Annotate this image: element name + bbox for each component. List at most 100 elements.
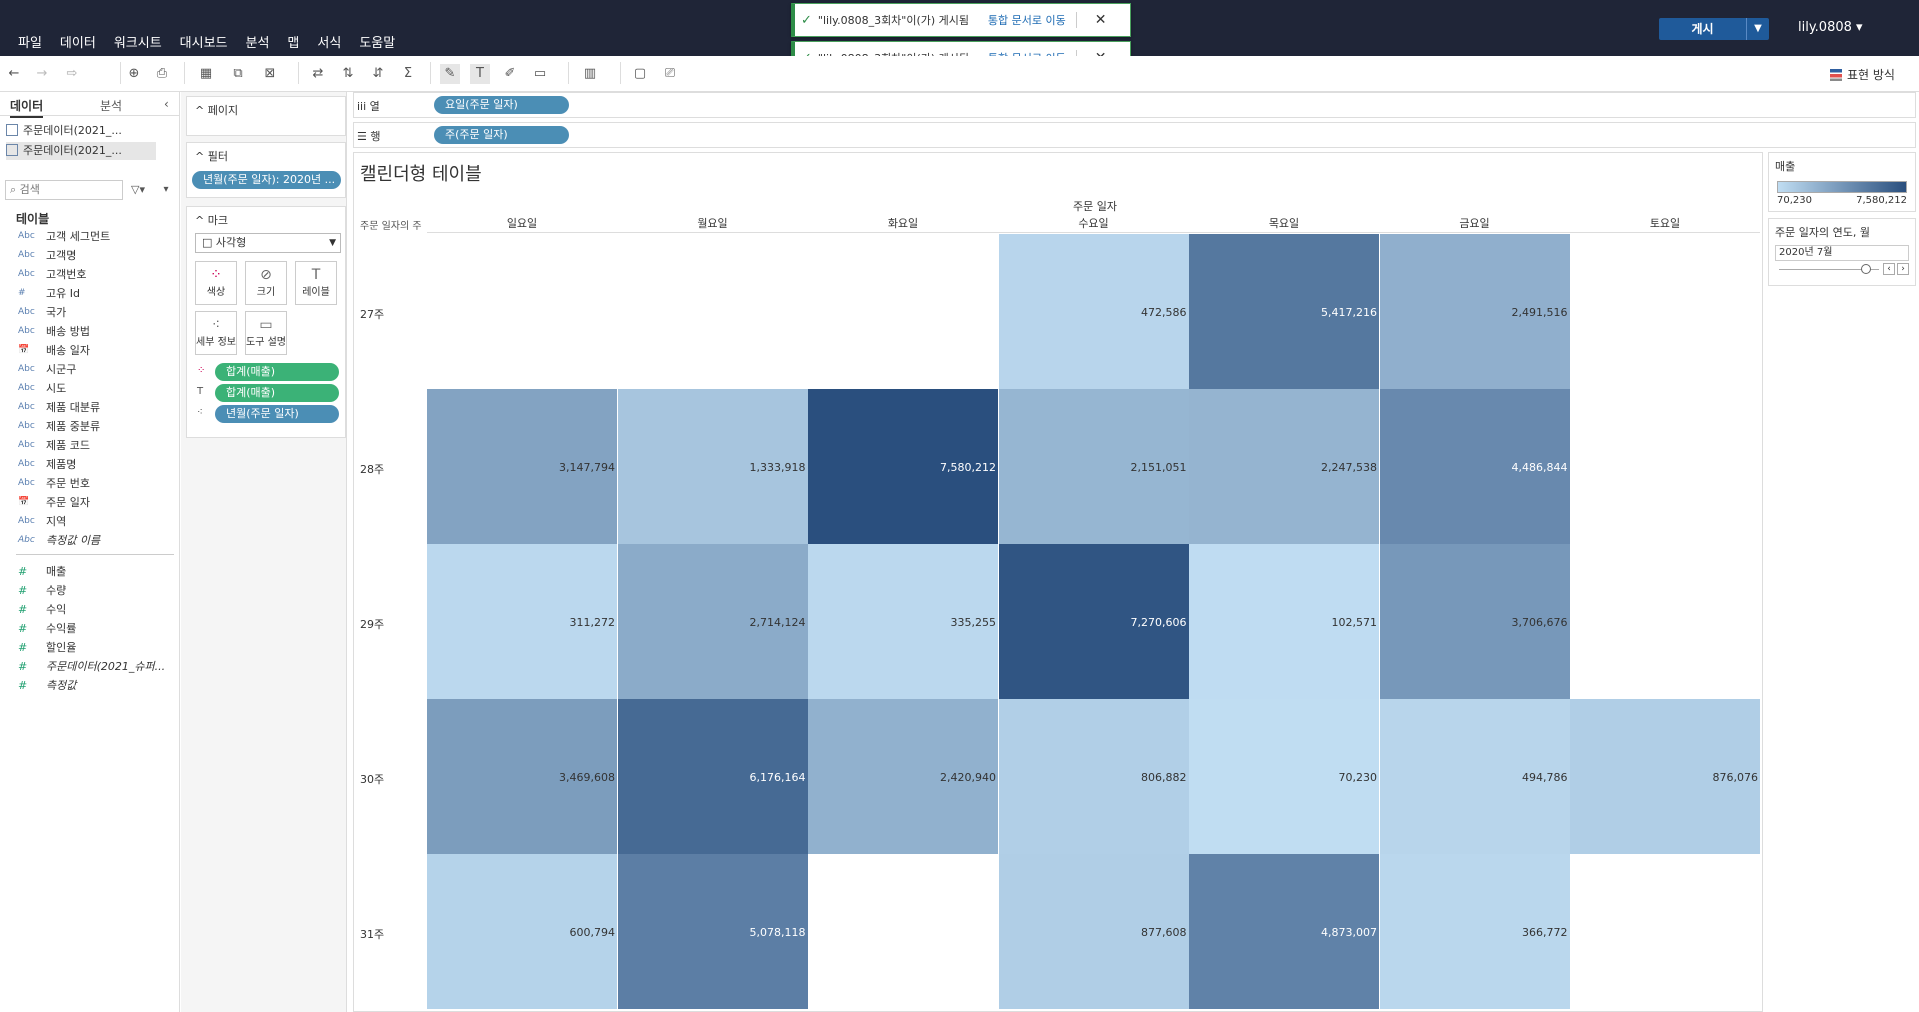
dimension-field[interactable]: Abc 제품 중분류 [18,417,100,435]
close-icon[interactable]: ✕ [1094,12,1107,28]
show-me-button[interactable]: 표현 방식 [1830,66,1895,83]
calendar-cell[interactable]: 2,714,124 [617,544,808,699]
go-to-workbook-link[interactable]: 통합 문서로 이동 [988,12,1077,28]
measure-field[interactable]: # 매출 [18,562,66,580]
tooltip-icon[interactable]: ▢ [633,66,647,81]
dimension-field[interactable]: Abc 시군구 [18,360,76,378]
new-datasource-icon[interactable]: ⊕ [128,66,140,81]
calendar-cell[interactable]: 2,151,051 [998,389,1189,544]
calendar-cell[interactable]: 600,794 [427,854,617,1009]
calendar-cell[interactable]: 3,706,676 [1379,544,1570,699]
columns-shelf[interactable] [353,92,1916,118]
detail-button[interactable]: ⁖ 세부 정보 [195,311,237,355]
calendar-cell[interactable]: 5,417,216 [1189,234,1379,389]
tooltip-button[interactable]: ▭ 도구 설명 [245,311,287,355]
dimension-field[interactable]: Abc 지역 [18,512,66,530]
calendar-cell[interactable]: 5,078,118 [617,854,808,1009]
dimension-field[interactable]: Abc 측정값 이름 [18,531,100,549]
slider-track[interactable] [1779,269,1879,270]
format-icon[interactable]: ✐ [504,66,516,81]
calendar-cell[interactable]: 6,176,164 [617,699,808,854]
undo-icon[interactable]: ← [8,66,20,81]
tab-data[interactable]: 데이터 [10,97,44,118]
prev-icon[interactable]: ‹ [1883,263,1895,275]
redo-icon[interactable]: → [36,66,48,81]
sort-desc-icon[interactable]: ⇵ [372,66,384,81]
rows-shelf[interactable] [353,122,1916,148]
menu-item[interactable]: 분석 [245,36,270,51]
filter-icon[interactable]: ▽▾ [131,183,145,196]
chart-icon[interactable]: ▥ [583,66,597,81]
calendar-cell[interactable]: 3,469,608 [427,699,617,854]
mark-pill-label[interactable]: 합계(매출) [215,384,339,402]
publish-dropdown-icon[interactable]: ▼ [1754,23,1762,34]
menu-item[interactable]: 서식 [317,36,342,51]
dimension-field[interactable]: Abc 시도 [18,379,66,397]
label-button[interactable]: T 레이블 [295,261,337,305]
filters-card[interactable]: ^ 필터 년월(주문 일자): 2020년 ... [186,142,346,198]
new-worksheet-icon[interactable]: ▦ [199,66,213,81]
calendar-cell[interactable]: 2,247,538 [1189,389,1379,544]
pause-update-icon[interactable]: ⎙ [156,66,168,81]
dimension-field[interactable]: Abc 고객명 [18,246,76,264]
dimension-field[interactable]: 📅 주문 일자 [18,493,90,511]
fit-icon[interactable]: ▭ [533,66,547,81]
calendar-cell[interactable]: 494,786 [1379,699,1570,854]
color-legend[interactable]: 매출 70,230 7,580,212 [1768,152,1916,212]
calendar-cell[interactable]: 4,486,844 [1379,389,1570,544]
measure-field[interactable]: # 수량 [18,581,66,599]
datasource-item[interactable]: 주문데이터(2021_... [6,142,156,160]
menu-dropdown-icon[interactable]: ▾ [163,184,169,195]
calendar-cell[interactable]: 102,571 [1189,544,1379,699]
mark-pill-detail[interactable]: 년월(주문 일자) [215,405,339,423]
calendar-cell[interactable]: 311,272 [427,544,617,699]
slider-value[interactable]: 2020년 7월 [1775,245,1909,261]
dimension-field[interactable]: Abc 제품명 [18,455,76,473]
slider-handle[interactable] [1861,264,1871,274]
dimension-field[interactable]: Abc 국가 [18,303,66,321]
user-menu[interactable]: lily.0808 ▾ [1798,20,1863,35]
collapse-pane-icon[interactable]: ‹ [164,97,169,111]
show-labels-icon[interactable]: T [470,64,490,84]
publish-button[interactable]: 게시 ▼ [1659,18,1769,40]
calendar-cell[interactable]: 335,255 [808,544,998,699]
measure-field[interactable]: # 수익률 [18,619,76,637]
filter-pill[interactable]: 년월(주문 일자): 2020년 ... [192,171,341,189]
replay-icon[interactable]: ⇨ [66,66,78,81]
calendar-cell[interactable]: 876,076 [1570,699,1760,854]
dimension-field[interactable]: Abc 배송 방법 [18,322,90,340]
dimension-field[interactable]: Abc 제품 대분류 [18,398,100,416]
columns-pill[interactable]: 요일(주문 일자) [434,96,569,114]
datasource-item[interactable]: 주문데이터(2021_... [6,122,156,140]
menu-item[interactable]: 대시보드 [179,36,228,51]
calendar-cell[interactable]: 1,333,918 [617,389,808,544]
next-icon[interactable]: › [1897,263,1909,275]
clear-sheet-icon[interactable]: ⊠ [264,66,276,81]
sort-asc-icon[interactable]: ⇅ [342,66,354,81]
menu-item[interactable]: 워크시트 [113,36,162,51]
measure-field[interactable]: # 수익 [18,600,66,618]
measure-field[interactable]: # 할인율 [18,638,76,656]
calendar-cell[interactable]: 877,608 [998,854,1189,1009]
publish-label[interactable]: 게시 [1659,18,1747,40]
presentation-icon[interactable]: ⎚ [664,66,676,81]
calendar-cell[interactable]: 7,270,606 [998,544,1189,699]
menu-item[interactable]: 도움말 [359,36,396,51]
menu-item[interactable]: 파일 [18,36,42,51]
duplicate-sheet-icon[interactable]: ⧉ [233,66,243,81]
calendar-cell[interactable]: 2,420,940 [808,699,998,854]
rows-pill[interactable]: 주(주문 일자) [434,126,569,144]
size-button[interactable]: ⊘ 크기 [245,261,287,305]
dimension-field[interactable]: # 고유 Id [18,284,80,302]
calendar-cell[interactable]: 806,882 [998,699,1189,854]
calendar-cell[interactable]: 472,586 [998,234,1189,389]
dimension-field[interactable]: Abc 고객번호 [18,265,86,283]
tab-analysis[interactable]: 분석 [100,99,123,113]
calendar-cell[interactable]: 2,491,516 [1379,234,1570,389]
mark-type-dropdown[interactable]: □ 사각형 ▼ [195,233,341,253]
menu-item[interactable]: 데이터 [59,36,96,51]
calendar-cell[interactable]: 3,147,794 [427,389,617,544]
color-button[interactable]: ⁘ 색상 [195,261,237,305]
mark-pill-color[interactable]: 합계(매출) [215,363,339,381]
calendar-cell[interactable]: 366,772 [1379,854,1570,1009]
